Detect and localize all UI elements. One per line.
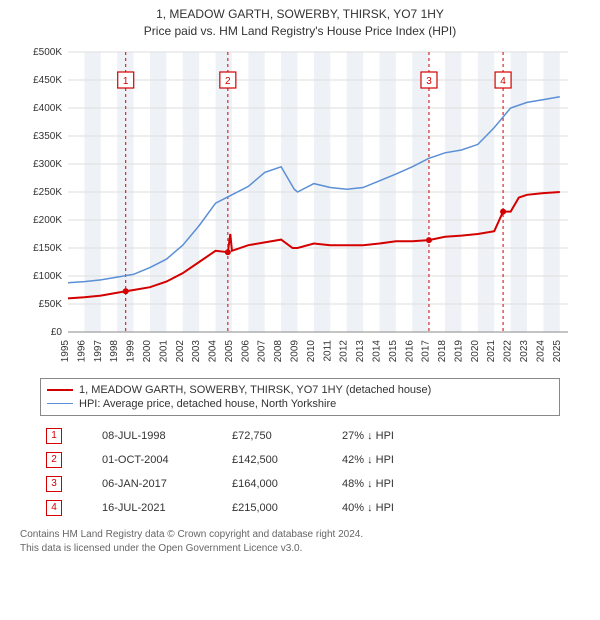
svg-text:1: 1 (123, 76, 129, 87)
legend: 1, MEADOW GARTH, SOWERBY, THIRSK, YO7 1H… (40, 378, 560, 416)
marker-num: 1 (51, 430, 57, 441)
table-row: 1 08-JUL-1998 £72,750 27% ↓ HPI (40, 424, 560, 448)
svg-text:1998: 1998 (109, 339, 120, 362)
sale-delta: 27% ↓ HPI (342, 430, 452, 442)
marker-box-2: 2 (46, 452, 62, 468)
sale-price: £215,000 (232, 502, 342, 514)
svg-text:2010: 2010 (306, 339, 317, 362)
svg-text:2017: 2017 (421, 339, 432, 362)
svg-text:£100K: £100K (33, 271, 62, 282)
sale-price: £142,500 (232, 454, 342, 466)
svg-text:2021: 2021 (486, 339, 497, 362)
svg-text:1996: 1996 (76, 339, 87, 362)
sale-delta: 48% ↓ HPI (342, 478, 452, 490)
svg-text:4: 4 (500, 76, 506, 87)
svg-text:2001: 2001 (158, 339, 169, 362)
svg-text:2015: 2015 (388, 339, 399, 362)
marker-box-3: 3 (46, 476, 62, 492)
svg-text:2024: 2024 (535, 339, 546, 362)
svg-text:2013: 2013 (355, 339, 366, 362)
sale-date: 16-JUL-2021 (102, 502, 232, 514)
svg-text:2002: 2002 (175, 339, 186, 362)
legend-row-hpi: HPI: Average price, detached house, Nort… (47, 397, 553, 411)
footer-line-1: Contains HM Land Registry data © Crown c… (20, 528, 580, 542)
svg-text:2000: 2000 (142, 339, 153, 362)
footer-line-2: This data is licensed under the Open Gov… (20, 542, 580, 556)
marker-box-4: 4 (46, 500, 62, 516)
svg-text:3: 3 (426, 76, 432, 87)
chart-title-block: 1, MEADOW GARTH, SOWERBY, THIRSK, YO7 1H… (0, 0, 600, 42)
svg-text:2006: 2006 (240, 339, 251, 362)
svg-text:£50K: £50K (39, 299, 63, 310)
svg-text:£400K: £400K (33, 103, 62, 114)
svg-text:£500K: £500K (33, 47, 62, 58)
sales-table: 1 08-JUL-1998 £72,750 27% ↓ HPI 2 01-OCT… (40, 424, 560, 520)
title-line-2: Price paid vs. HM Land Registry's House … (0, 23, 600, 40)
svg-text:2: 2 (225, 76, 231, 87)
svg-text:2005: 2005 (224, 339, 235, 362)
svg-text:£350K: £350K (33, 131, 62, 142)
sale-date: 06-JAN-2017 (102, 478, 232, 490)
chart-svg: £0 £50K £100K £150K £200K £250K £300K £350K £400… (20, 42, 580, 372)
footer: Contains HM Land Registry data © Crown c… (20, 528, 580, 556)
svg-text:£250K: £250K (33, 187, 62, 198)
svg-text:1999: 1999 (126, 339, 137, 362)
svg-text:£450K: £450K (33, 75, 62, 86)
sale-delta: 40% ↓ HPI (342, 502, 452, 514)
svg-text:2016: 2016 (404, 339, 415, 362)
svg-text:2008: 2008 (273, 339, 284, 362)
svg-text:2019: 2019 (453, 339, 464, 362)
svg-text:2014: 2014 (371, 339, 382, 362)
marker-num: 2 (51, 454, 57, 465)
svg-text:2012: 2012 (339, 339, 350, 362)
svg-text:2022: 2022 (503, 339, 514, 362)
sale-price: £72,750 (232, 430, 342, 442)
svg-text:2003: 2003 (191, 339, 202, 362)
chart-area: £0 £50K £100K £150K £200K £250K £300K £350K £400… (20, 42, 580, 372)
legend-swatch-property (47, 389, 73, 391)
svg-text:£0: £0 (51, 327, 63, 338)
svg-text:£150K: £150K (33, 243, 62, 254)
legend-swatch-hpi (47, 403, 73, 404)
legend-label-hpi: HPI: Average price, detached house, Nort… (79, 398, 336, 410)
marker-box-1: 1 (46, 428, 62, 444)
svg-text:2020: 2020 (470, 339, 481, 362)
svg-text:2004: 2004 (208, 339, 219, 362)
sale-delta: 42% ↓ HPI (342, 454, 452, 466)
svg-text:2007: 2007 (257, 339, 268, 362)
table-row: 3 06-JAN-2017 £164,000 48% ↓ HPI (40, 472, 560, 496)
svg-text:2018: 2018 (437, 339, 448, 362)
svg-text:2011: 2011 (322, 339, 333, 361)
sale-date: 01-OCT-2004 (102, 454, 232, 466)
svg-text:£200K: £200K (33, 215, 62, 226)
svg-text:2009: 2009 (290, 339, 301, 362)
svg-text:£300K: £300K (33, 159, 62, 170)
marker-num: 4 (51, 502, 57, 513)
sale-date: 08-JUL-1998 (102, 430, 232, 442)
svg-text:1997: 1997 (93, 339, 104, 362)
marker-num: 3 (51, 478, 57, 489)
legend-label-property: 1, MEADOW GARTH, SOWERBY, THIRSK, YO7 1H… (79, 384, 431, 396)
svg-text:1995: 1995 (60, 339, 71, 362)
legend-row-property: 1, MEADOW GARTH, SOWERBY, THIRSK, YO7 1H… (47, 383, 553, 397)
sale-price: £164,000 (232, 478, 342, 490)
table-row: 4 16-JUL-2021 £215,000 40% ↓ HPI (40, 496, 560, 520)
title-line-1: 1, MEADOW GARTH, SOWERBY, THIRSK, YO7 1H… (0, 6, 600, 23)
svg-text:2023: 2023 (519, 339, 530, 362)
svg-text:2025: 2025 (552, 339, 563, 362)
table-row: 2 01-OCT-2004 £142,500 42% ↓ HPI (40, 448, 560, 472)
